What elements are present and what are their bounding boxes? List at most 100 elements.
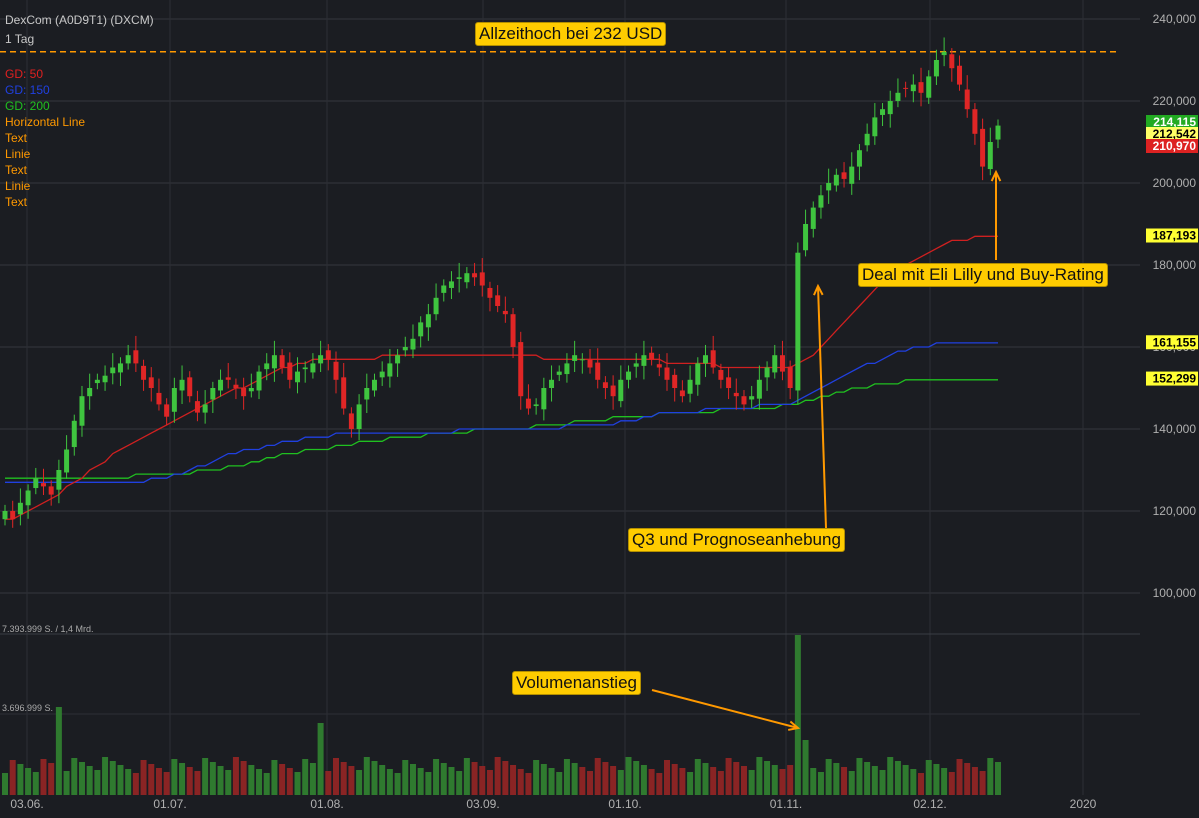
volume-bar xyxy=(794,635,801,795)
candle-body xyxy=(818,195,824,208)
candle-body xyxy=(833,174,839,186)
candle-body xyxy=(810,207,816,229)
candle-body xyxy=(241,388,247,397)
legend-text[interactable]: Text xyxy=(5,131,28,145)
candle-body xyxy=(79,396,85,426)
volume-bar xyxy=(248,765,255,795)
candle-body xyxy=(618,379,624,402)
legend-linie[interactable]: Linie xyxy=(5,147,31,161)
volume-bar xyxy=(263,773,270,795)
volume-bar xyxy=(433,759,440,795)
volume-bar xyxy=(841,767,848,795)
price-tick-label: 100,000 xyxy=(1153,586,1197,600)
candle-body xyxy=(71,420,77,448)
volume-bar xyxy=(533,760,540,795)
legend-horizontal-line[interactable]: Horizontal Line xyxy=(5,115,86,129)
chart-title: DexCom (A0D9T1) (DXCM) xyxy=(5,13,154,27)
volume-bar xyxy=(456,771,463,795)
volume-bar xyxy=(317,723,324,795)
volume-bar xyxy=(48,763,55,795)
candle-body xyxy=(125,355,131,364)
candle-body xyxy=(941,51,947,56)
candle-body xyxy=(448,281,454,288)
volume-bar xyxy=(379,765,386,795)
volume-bar xyxy=(779,769,786,795)
candle-body xyxy=(910,84,916,92)
volume-bar xyxy=(979,771,986,795)
candle-body xyxy=(325,350,331,360)
legend-linie[interactable]: Linie xyxy=(5,179,31,193)
volume-bar xyxy=(702,763,709,795)
volume-bar xyxy=(17,764,24,795)
candle-body xyxy=(210,388,216,400)
legend-gd200[interactable]: GD: 200 xyxy=(5,99,50,113)
volume-bar xyxy=(502,761,509,795)
date-tick-label: 01.10. xyxy=(608,797,641,811)
candle-body xyxy=(849,166,855,184)
annotation-eli-lilly-deal: Deal mit Eli Lilly und Buy-Rating xyxy=(858,263,1108,287)
price-tag-bg xyxy=(1146,127,1198,141)
candle-body xyxy=(803,224,809,251)
volume-bar xyxy=(710,767,717,795)
candle-body xyxy=(418,322,424,337)
volume-bar xyxy=(787,765,794,795)
volume-bar xyxy=(764,761,771,795)
candle-body xyxy=(302,367,308,370)
price-tag-bg xyxy=(1146,139,1198,153)
date-tick-label: 01.07. xyxy=(153,797,186,811)
legend: GD: 50 GD: 150 GD: 200 Horizontal Line T… xyxy=(5,66,85,210)
volume-bar xyxy=(525,773,532,795)
volume-bar xyxy=(879,770,886,795)
volume-bar xyxy=(471,762,478,795)
volume-bar xyxy=(240,761,247,795)
volume-bar xyxy=(140,760,147,795)
candle-body xyxy=(33,478,39,489)
candle-body xyxy=(472,273,478,278)
candle-body xyxy=(502,310,508,315)
candle-body xyxy=(949,54,955,69)
candle-body xyxy=(510,314,516,347)
candle-body xyxy=(679,390,685,397)
volume-bar xyxy=(856,758,863,795)
candle-body xyxy=(579,359,585,361)
candle-body xyxy=(179,379,185,391)
volume-bar xyxy=(671,764,678,795)
volume-bar xyxy=(594,758,601,795)
volume-bar xyxy=(209,762,216,795)
candle-body xyxy=(980,128,986,167)
candle-body xyxy=(256,371,262,391)
volume-mid-label: 3.696.999 S. xyxy=(2,703,54,713)
candle-body xyxy=(425,314,431,328)
candle-body xyxy=(595,362,601,380)
legend-text[interactable]: Text xyxy=(5,163,28,177)
volume-bar xyxy=(325,771,332,795)
volume-bar xyxy=(648,769,655,795)
candle-body xyxy=(887,101,893,115)
candle-body xyxy=(64,449,70,473)
candle-body xyxy=(141,365,147,380)
volume-bar xyxy=(356,770,363,795)
legend-gd50[interactable]: GD: 50 xyxy=(5,67,44,81)
volume-bar xyxy=(294,772,301,795)
candle-body xyxy=(187,377,193,397)
legend-gd150[interactable]: GD: 150 xyxy=(5,83,50,97)
candle-body xyxy=(387,363,393,377)
legend-text[interactable]: Text xyxy=(5,195,28,209)
candle-body xyxy=(556,371,562,375)
volume-bar xyxy=(656,773,663,795)
moving-averages xyxy=(5,235,998,520)
volume-bar xyxy=(664,760,670,795)
candle-body xyxy=(872,117,878,137)
volume-bar xyxy=(864,762,871,795)
candle-body xyxy=(117,363,123,373)
volume-bar xyxy=(340,762,347,795)
volume-max-label: 7.393.999 S. / 1,4 Mrd. xyxy=(2,624,94,634)
candle-body xyxy=(649,352,655,360)
volume-bar xyxy=(425,772,432,795)
volume-bar xyxy=(956,759,963,795)
volume-bar xyxy=(302,759,309,795)
candle-body xyxy=(433,297,439,315)
candle-body xyxy=(733,392,739,397)
candle-body xyxy=(171,388,177,412)
volume-bar xyxy=(256,769,263,795)
